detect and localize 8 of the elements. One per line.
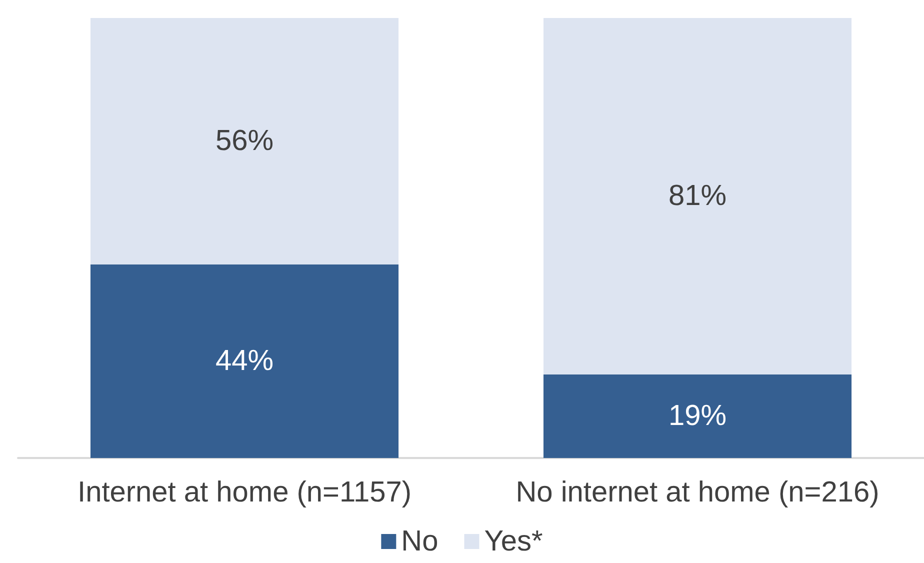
data-label: 19% (668, 400, 727, 432)
legend-label: No (401, 526, 438, 558)
data-label: 44% (215, 345, 274, 378)
data-label: 56% (215, 125, 274, 158)
x-tick-label: Internet at home (n=1157) (78, 476, 412, 508)
x-tick-label: No internet at home (n=216) (516, 476, 880, 508)
data-label: 81% (668, 180, 727, 212)
legend-label: Yes* (484, 526, 543, 558)
